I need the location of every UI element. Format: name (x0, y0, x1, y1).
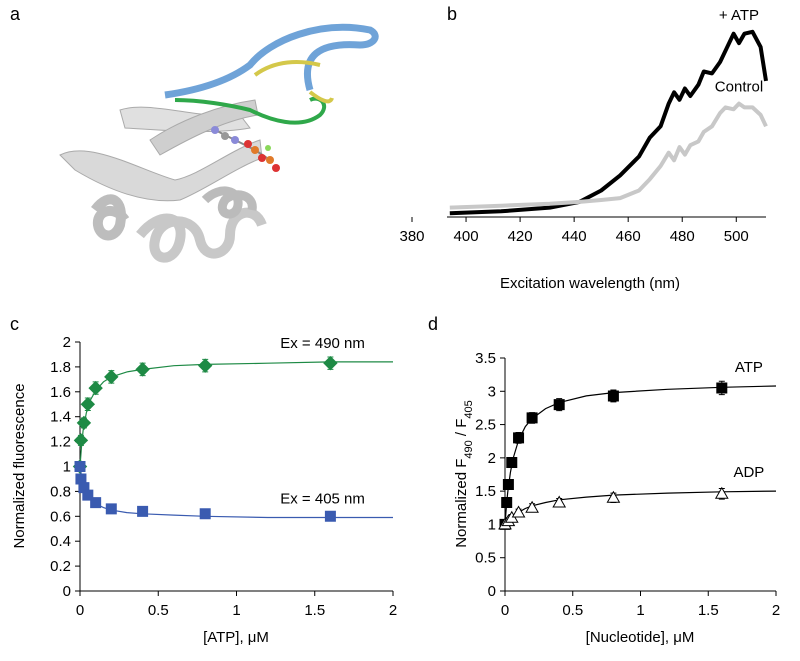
data-point (105, 503, 117, 515)
x-tick-label: 420 (508, 228, 533, 245)
data-point (513, 432, 525, 444)
y-tick-label: 1 (488, 516, 496, 533)
x-tick-label: 480 (670, 228, 695, 245)
data-point (552, 495, 567, 508)
data-point (90, 497, 102, 509)
x-tick-label: 1 (232, 602, 240, 619)
protein-structure (59, 23, 379, 263)
y-tick-label: 2 (63, 334, 71, 351)
y-tick-label: 1.5 (475, 483, 496, 500)
data-point (76, 415, 92, 431)
x-tick-label: 0.5 (148, 602, 169, 619)
series-label: Control (715, 79, 763, 96)
x-tick-label: 0 (76, 602, 84, 619)
panel-label: a (10, 4, 21, 24)
panel-label: c (10, 314, 19, 334)
data-line (449, 29, 768, 216)
data-point (525, 500, 539, 513)
data-point (80, 397, 96, 412)
data-point (197, 358, 213, 373)
y-axis-title: Normalized fluorescence (11, 383, 28, 548)
panel-label: b (447, 4, 457, 24)
data-line (449, 101, 768, 210)
fit-line (504, 385, 777, 525)
y-tick-label: 1.2 (50, 434, 71, 451)
data-point (506, 457, 518, 469)
y-tick-label: 0.6 (50, 508, 71, 525)
x-tick-label: 0 (501, 602, 509, 619)
fit-line (79, 361, 393, 467)
data-point (74, 461, 86, 472)
x-axis-title: Excitation wavelength (nm) (500, 275, 680, 292)
x-tick-label: 440 (562, 228, 587, 245)
series-label: Ex = 405 nm (280, 491, 365, 508)
data-point (716, 382, 728, 394)
series-label: + ATP (719, 7, 759, 24)
data-point (135, 362, 150, 377)
data-point (324, 510, 336, 522)
data-point (714, 486, 729, 499)
data-point (606, 490, 621, 503)
y-tick-label: 0.2 (50, 558, 71, 575)
x-axis-title: [ATP], μM (203, 629, 269, 646)
data-point (501, 496, 513, 508)
data-point (526, 412, 538, 424)
data-point (511, 505, 526, 518)
data-point (553, 399, 565, 411)
data-point (104, 369, 119, 385)
x-tick-label: 1 (636, 602, 644, 619)
x-tick-label: 1.5 (304, 602, 325, 619)
x-tick-label: 400 (454, 228, 479, 245)
data-point (323, 355, 338, 371)
y-tick-label: 1 (63, 459, 71, 476)
fit-line (504, 490, 777, 525)
y-tick-label: 1.6 (50, 384, 71, 401)
x-tick-label: 0.5 (562, 602, 583, 619)
x-tick-label: 1.5 (698, 602, 719, 619)
y-tick-label: 0.5 (475, 550, 496, 567)
data-point (88, 380, 103, 396)
series-label: Ex = 490 nm (280, 335, 365, 352)
x-axis-title: [Nucleotide], μM (586, 629, 695, 646)
y-axis-title-part: Normalized fluorescence (11, 383, 28, 548)
y-tick-label: 3 (488, 383, 496, 400)
y-axis-title-part: Normalized F (453, 459, 470, 548)
data-point (502, 478, 514, 490)
y-axis-title-part: 490 (463, 440, 475, 458)
y-tick-label: 3.5 (475, 350, 496, 367)
series-label: ATP (735, 359, 763, 376)
y-axis-title: Normalized F490 / F405 (453, 400, 475, 548)
y-tick-label: 1.8 (50, 359, 71, 376)
x-tick-label: 380 (399, 228, 424, 245)
x-tick-label: 460 (616, 228, 641, 245)
y-axis-title-part: 405 (463, 400, 475, 418)
x-tick-label: 500 (724, 228, 749, 245)
y-tick-label: 0 (63, 583, 71, 600)
y-axis-title-part: / F (453, 419, 470, 441)
series-label: ADP (733, 464, 764, 481)
panel-label: d (428, 314, 438, 334)
y-tick-label: 1.4 (50, 409, 71, 426)
data-point (607, 390, 619, 402)
y-tick-label: 0.8 (50, 483, 71, 500)
data-point (73, 433, 89, 448)
y-tick-label: 0.4 (50, 533, 71, 550)
y-tick-label: 2.5 (475, 417, 496, 434)
y-tick-label: 0 (488, 583, 496, 600)
x-tick-label: 2 (389, 602, 397, 619)
x-tick-label: 2 (772, 602, 780, 619)
data-point (199, 508, 211, 520)
y-tick-label: 2 (488, 450, 496, 467)
data-point (137, 505, 149, 517)
